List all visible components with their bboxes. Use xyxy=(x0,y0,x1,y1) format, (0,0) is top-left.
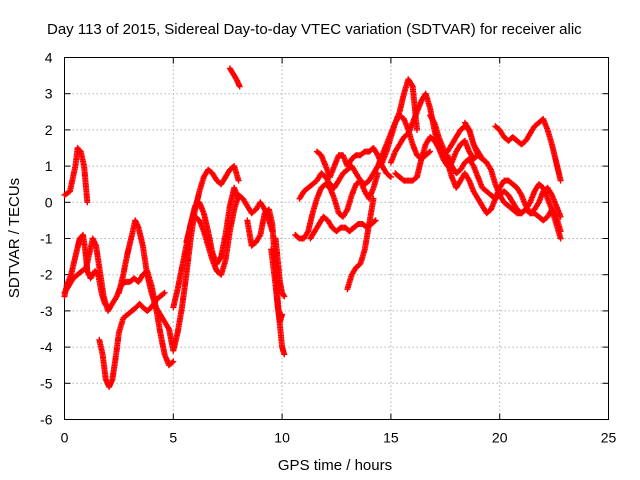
data-point-markers xyxy=(296,163,381,202)
data-point-markers xyxy=(313,145,394,180)
y-tick-label: -4 xyxy=(40,339,53,355)
x-tick-label: 0 xyxy=(61,430,69,446)
data-point-markers xyxy=(344,195,377,293)
x-tick-label: 20 xyxy=(492,430,508,446)
series-arc11 xyxy=(272,235,288,300)
chart-title: Day 113 of 2015, Sidereal Day-to-day VTE… xyxy=(47,21,582,38)
data-point-markers xyxy=(492,116,564,184)
data-point-markers xyxy=(61,145,91,206)
data-point-markers xyxy=(226,65,243,90)
y-tick-label: -5 xyxy=(40,375,53,391)
y-axis-tick-labels: -6 -5 -4 -3 -2 -1 0 1 2 3 4 xyxy=(40,50,53,428)
y-tick-label: 1 xyxy=(45,158,53,174)
x-tick-label: 15 xyxy=(383,430,399,446)
axis-ticks xyxy=(64,57,609,420)
x-tick-label: 10 xyxy=(274,430,290,446)
y-axis-label: SDTVAR / TECUs xyxy=(6,178,23,298)
series-arc8 xyxy=(226,65,243,90)
y-tick-label: -3 xyxy=(40,303,53,319)
y-tick-label: 0 xyxy=(45,194,53,210)
series-arc7 xyxy=(183,192,276,278)
data-point-markers xyxy=(272,235,288,300)
series-arc1 xyxy=(61,145,91,206)
y-tick-label: 2 xyxy=(45,122,53,138)
data-point-markers xyxy=(461,119,564,235)
series-arc14 xyxy=(313,145,394,180)
series-arc10 xyxy=(268,246,286,325)
x-tick-label: 5 xyxy=(169,430,177,446)
data-point-markers xyxy=(183,192,276,278)
y-tick-label: 3 xyxy=(45,86,53,102)
x-axis-label: GPS time / hours xyxy=(278,457,392,474)
series-arc22 xyxy=(461,119,564,235)
data-point-markers xyxy=(444,152,564,242)
series-arc23 xyxy=(492,116,564,184)
y-tick-label: -2 xyxy=(40,267,53,283)
y-tick-label: -1 xyxy=(40,231,53,247)
grid xyxy=(64,57,609,420)
series-arc16 xyxy=(344,195,377,293)
data-point-markers xyxy=(268,246,286,325)
series-arc13 xyxy=(296,163,381,202)
series-arc21 xyxy=(444,152,564,242)
data-marks xyxy=(61,65,564,390)
y-tick-label: -6 xyxy=(40,412,53,428)
x-tick-label: 25 xyxy=(601,430,617,446)
y-tick-label: 4 xyxy=(45,50,53,66)
x-axis-tick-labels: 0 5 10 15 20 25 xyxy=(61,430,617,446)
